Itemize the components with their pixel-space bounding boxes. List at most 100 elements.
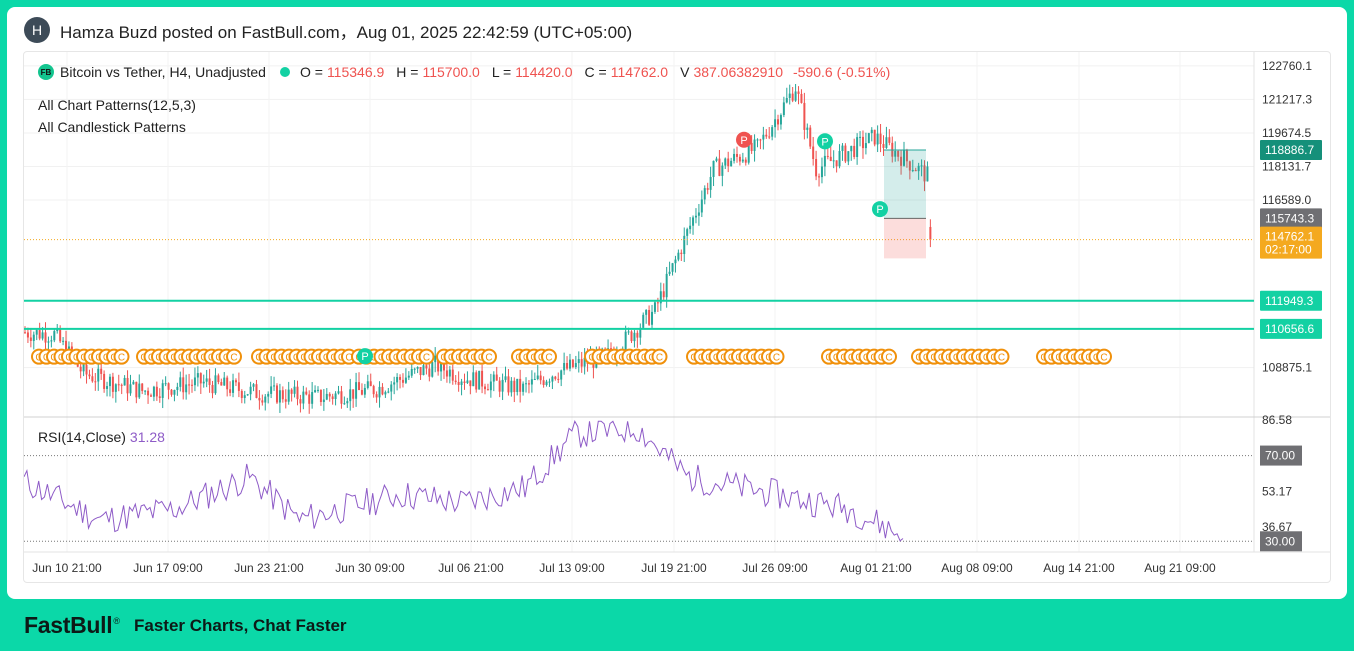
candle (176, 386, 179, 390)
low-value: 114420.0 (515, 64, 573, 80)
candle (132, 381, 135, 385)
candle (170, 389, 173, 395)
indicator-candlestick-patterns[interactable]: All Candlestick Patterns (38, 119, 186, 135)
rsi-tick-label: 86.58 (1262, 413, 1292, 427)
candle (900, 156, 903, 166)
rsi-legend[interactable]: RSI(14,Close) 31.28 (38, 429, 165, 445)
candle (510, 380, 513, 393)
candle (677, 252, 680, 260)
candle (747, 142, 750, 163)
candle (735, 153, 738, 157)
candle (779, 115, 782, 125)
avatar[interactable]: H (24, 17, 50, 43)
price-tick-label: 122760.1 (1262, 59, 1312, 73)
candle (191, 384, 194, 386)
candle (407, 375, 410, 378)
candle (771, 127, 774, 137)
candle (683, 235, 686, 255)
candle (697, 212, 700, 216)
candle (343, 403, 346, 405)
rsi-value: 31.28 (129, 429, 165, 445)
candle (363, 387, 366, 395)
candle (557, 378, 560, 380)
candle (114, 384, 117, 392)
candle (870, 129, 873, 134)
candle (530, 379, 533, 385)
candle (62, 340, 65, 342)
candle (659, 291, 662, 304)
candle (229, 389, 232, 393)
candle (108, 376, 111, 387)
candle (399, 377, 402, 380)
price-badge (1260, 290, 1322, 311)
candle (59, 328, 62, 342)
candle (759, 139, 762, 141)
footer-logo: FastBull (24, 612, 113, 638)
candle (199, 373, 202, 384)
candle (428, 368, 431, 377)
candle (484, 386, 487, 390)
candle (645, 309, 648, 315)
candle (882, 144, 885, 148)
candle (627, 331, 630, 333)
candle (103, 373, 106, 389)
pattern-marker-label: C (423, 353, 430, 364)
candle (457, 381, 460, 385)
candle (246, 394, 249, 396)
candle (568, 359, 571, 369)
candle (220, 382, 223, 386)
candle (334, 393, 337, 400)
candle (273, 385, 276, 387)
candle (832, 160, 835, 162)
candle (486, 389, 489, 391)
candle (448, 369, 451, 377)
candle (574, 363, 577, 368)
candle (853, 145, 856, 157)
candle (630, 331, 633, 342)
candle (800, 93, 803, 103)
candle (885, 137, 888, 148)
chart-pattern-marker-label: P (361, 351, 368, 363)
price-badge-label: 111949.3 (1265, 294, 1314, 308)
grid (24, 52, 1254, 552)
candle (451, 369, 454, 381)
candle (56, 328, 59, 332)
rsi-tick-label: 36.67 (1262, 520, 1292, 534)
chart-frame[interactable]: CCCCCCCCCCCCCCCCCCCCCCCCCCCCCCCCCCCCCCCC… (23, 51, 1331, 583)
candle (167, 383, 170, 390)
price-tick-label: 119674.5 (1262, 126, 1311, 140)
candle (741, 159, 744, 162)
candle (337, 391, 340, 394)
candle (648, 309, 651, 325)
indicator-chart-patterns[interactable]: All Chart Patterns(12,5,3) (38, 97, 196, 113)
candle (117, 384, 120, 386)
candle (539, 375, 542, 381)
candle (390, 384, 393, 392)
candle (393, 382, 396, 385)
candle (624, 331, 627, 350)
candle (920, 165, 923, 167)
candle (88, 374, 91, 377)
chart-pattern-marker-label: P (821, 136, 828, 148)
candle (879, 133, 882, 145)
candle (636, 332, 639, 338)
candle (188, 384, 191, 386)
candle (193, 377, 196, 386)
candle (926, 166, 929, 182)
candle (709, 176, 712, 190)
close-value: 114762.0 (610, 64, 669, 80)
candle (850, 145, 853, 152)
candle (340, 391, 343, 404)
price-badge-label: 115743.3 (1265, 211, 1314, 225)
candle (284, 399, 287, 402)
candle (847, 151, 850, 162)
candle (876, 133, 879, 145)
candle (501, 379, 504, 392)
chart-canvas[interactable]: CCCCCCCCCCCCCCCCCCCCCCCCCCCCCCCCCCCCCCCC… (24, 52, 1331, 583)
time-tick-label: Aug 21 09:00 (1144, 561, 1216, 575)
candle (223, 377, 226, 386)
candle (94, 381, 97, 383)
candle (923, 165, 926, 182)
candle (375, 394, 378, 398)
symbol-name[interactable]: Bitcoin vs Tether, H4, Unadjusted (60, 64, 266, 80)
